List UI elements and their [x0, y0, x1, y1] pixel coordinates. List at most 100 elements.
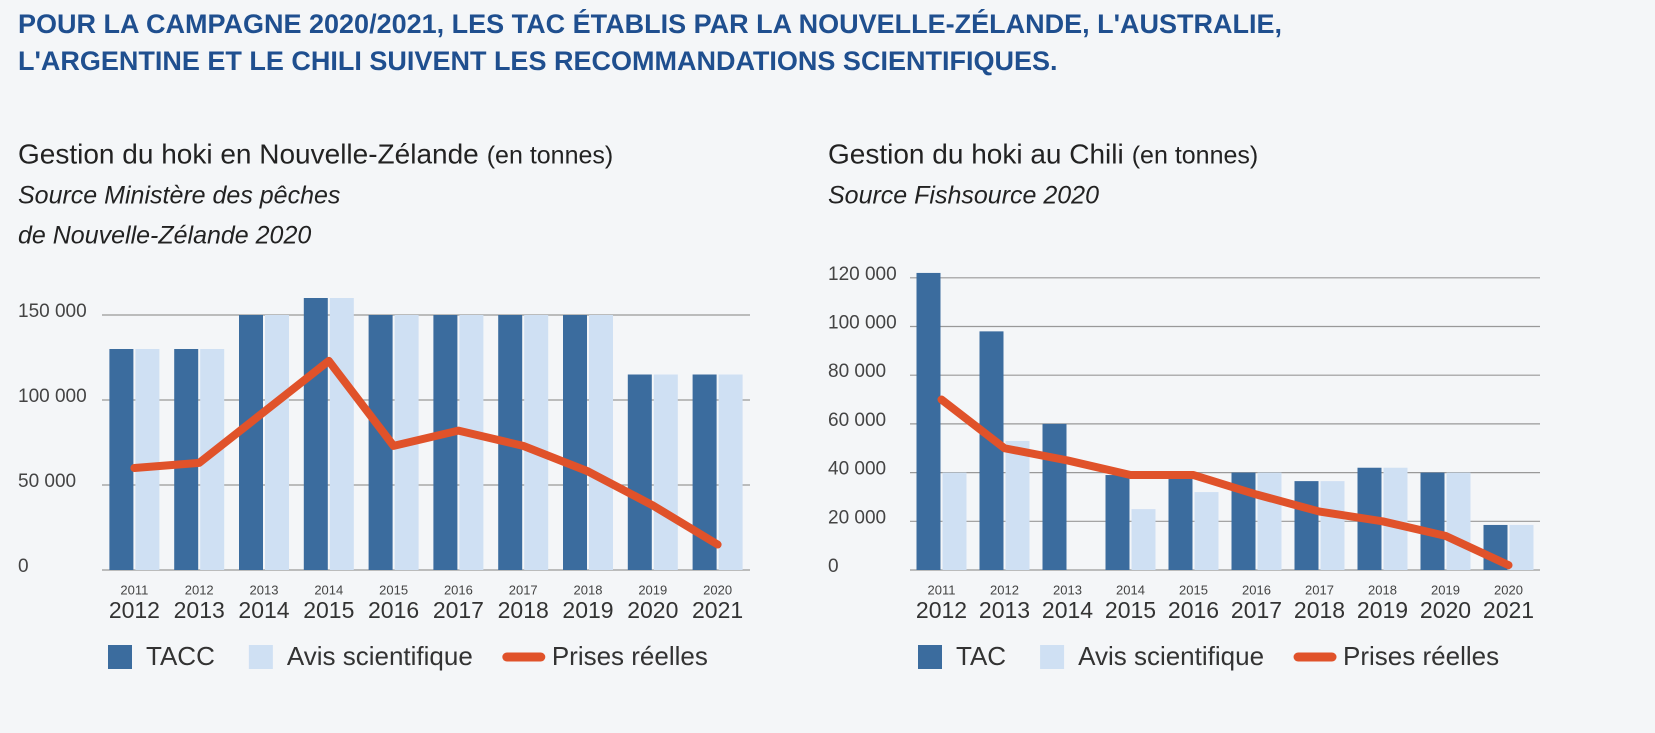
- x-tick-sublabel: 2018: [1368, 582, 1397, 597]
- x-tick-label: 2016: [1168, 597, 1219, 623]
- bar: [1105, 475, 1130, 570]
- x-tick-sublabel: 2017: [1305, 582, 1334, 597]
- bar: [1509, 524, 1534, 570]
- legend-label: Prises réelles: [1343, 641, 1499, 671]
- x-tick-sublabel: 2011: [120, 582, 148, 597]
- bar: [1042, 423, 1067, 570]
- bar: [589, 315, 613, 570]
- bar: [329, 298, 354, 570]
- y-tick-label: 100 000: [18, 386, 87, 407]
- x-tick-label: 2014: [1042, 597, 1093, 623]
- bar: [1420, 472, 1445, 570]
- legend-swatch: [108, 645, 132, 669]
- x-tick-label: 2018: [1294, 597, 1345, 623]
- x-tick-sublabel: 2014: [314, 582, 343, 597]
- bar: [979, 331, 1004, 570]
- x-tick-label: 2019: [1357, 597, 1408, 623]
- y-tick-label: 80 000: [828, 361, 886, 382]
- y-tick-label: 150 000: [18, 301, 87, 322]
- headline: POUR LA CAMPAGNE 2020/2021, LES TAC ÉTAB…: [18, 8, 1282, 39]
- bar: [627, 374, 652, 570]
- bar: [653, 374, 678, 570]
- bar: [718, 374, 743, 570]
- chart-title-unit: (en tonnes): [1132, 142, 1258, 170]
- chart-title-unit: (en tonnes): [487, 142, 613, 170]
- chart-subtitle: Source Ministère des pêches: [18, 182, 340, 210]
- chart-subtitle: Source Fishsource 2020: [828, 182, 1099, 210]
- y-tick-label: 50 000: [18, 471, 76, 492]
- chart-title: Gestion du hoki au Chili: [828, 138, 1124, 169]
- x-tick-sublabel: 2016: [444, 582, 473, 597]
- x-tick-label: 2021: [692, 597, 743, 623]
- bar: [109, 349, 134, 570]
- x-tick-sublabel: 2019: [1431, 582, 1460, 597]
- bar: [1194, 492, 1219, 570]
- bar: [1131, 509, 1156, 570]
- x-tick-label: 2021: [1483, 597, 1534, 623]
- x-tick-label: 2012: [109, 597, 160, 623]
- x-tick-sublabel: 2018: [574, 582, 603, 597]
- bar: [265, 315, 289, 570]
- x-tick-sublabel: 2015: [1179, 582, 1208, 597]
- y-tick-label: 0: [18, 556, 29, 577]
- bar: [303, 298, 328, 570]
- x-tick-sublabel: 2015: [379, 582, 408, 597]
- x-tick-sublabel: 2012: [185, 582, 214, 597]
- bar: [524, 315, 549, 570]
- bar: [1168, 475, 1193, 570]
- legend-swatch: [1040, 645, 1065, 669]
- x-tick-sublabel: 2019: [638, 582, 667, 597]
- legend-label: Prises réelles: [552, 641, 708, 671]
- legend-swatch: [248, 645, 273, 669]
- y-tick-label: 40 000: [828, 459, 886, 480]
- bar: [459, 315, 484, 570]
- bar: [1005, 440, 1030, 570]
- bar: [239, 315, 263, 570]
- line: [937, 395, 1513, 570]
- x-tick-label: 2017: [1231, 597, 1282, 623]
- chart-subtitle: de Nouvelle-Zélande 2020: [18, 222, 311, 250]
- x-tick-sublabel: 2014: [1116, 582, 1145, 597]
- bar: [1257, 472, 1282, 570]
- bar: [942, 472, 967, 570]
- legend-swatch: [918, 645, 942, 669]
- bar: [1446, 472, 1471, 570]
- x-tick-label: 2015: [1105, 597, 1156, 623]
- line: [130, 356, 722, 549]
- bar: [916, 272, 941, 570]
- y-tick-label: 100 000: [828, 313, 897, 334]
- x-tick-sublabel: 2016: [1242, 582, 1271, 597]
- x-tick-label: 2014: [238, 597, 289, 623]
- x-tick-label: 2020: [627, 597, 678, 623]
- x-tick-sublabel: 2013: [1053, 582, 1082, 597]
- x-tick-label: 2019: [562, 597, 613, 623]
- y-tick-label: 60 000: [828, 410, 886, 431]
- legend-label: Avis scientifique: [287, 641, 473, 671]
- bar: [433, 315, 458, 570]
- x-tick-label: 2016: [368, 597, 419, 623]
- y-tick-label: 120 000: [828, 264, 897, 285]
- x-tick-label: 2013: [174, 597, 225, 623]
- legend-label: Avis scientifique: [1078, 641, 1264, 671]
- x-tick-label: 2015: [303, 597, 354, 623]
- chart-title: Gestion du hoki en Nouvelle-Zélande: [18, 138, 479, 169]
- x-tick-sublabel: 2017: [509, 582, 538, 597]
- legend-label: TACC: [146, 641, 215, 671]
- y-tick-label: 20 000: [828, 507, 886, 528]
- x-tick-sublabel: 2020: [703, 582, 732, 597]
- x-tick-label: 2018: [498, 597, 549, 623]
- x-tick-sublabel: 2020: [1494, 582, 1523, 597]
- x-tick-label: 2017: [433, 597, 484, 623]
- x-tick-label: 2013: [979, 597, 1030, 623]
- bar: [135, 349, 160, 570]
- x-tick-label: 2012: [916, 597, 967, 623]
- legend-label: TAC: [956, 641, 1006, 671]
- headline: L'ARGENTINE ET LE CHILI SUIVENT LES RECO…: [18, 46, 1057, 76]
- y-tick-label: 0: [828, 556, 839, 577]
- x-tick-sublabel: 2011: [928, 582, 956, 597]
- bar: [1320, 481, 1345, 570]
- bar: [563, 315, 587, 570]
- bar: [1294, 481, 1319, 570]
- x-tick-sublabel: 2012: [990, 582, 1019, 597]
